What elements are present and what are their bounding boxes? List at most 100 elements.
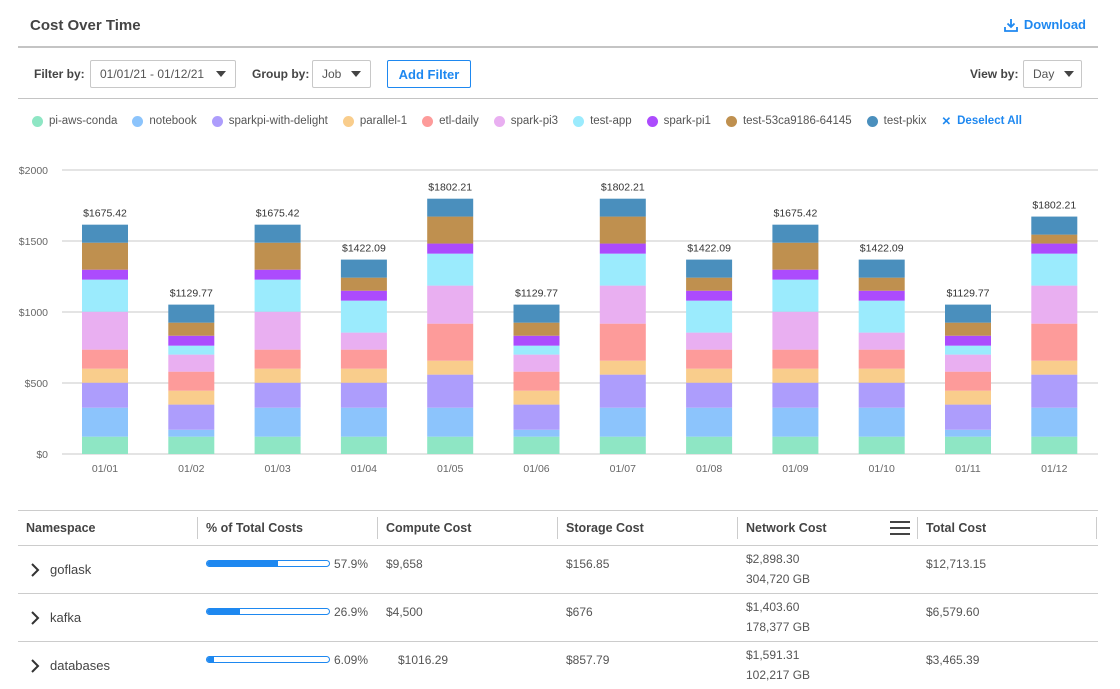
bar-segment-test-app <box>254 279 301 312</box>
bar-segment-test-app <box>82 279 128 312</box>
total-cost: $3,465.39 <box>926 653 980 667</box>
legend-item[interactable]: sparkpi-with-delight <box>211 115 328 127</box>
date-range-select[interactable]: 01/01/21 - 01/12/21 <box>90 60 236 88</box>
bar-segment-notebook <box>168 429 215 437</box>
bar-segment-etl-daily <box>945 371 991 391</box>
legend-item[interactable]: notebook <box>132 115 197 127</box>
legend-item[interactable]: pi-aws-conda <box>32 115 117 127</box>
x-tick-label: 01/04 <box>351 463 377 475</box>
compute-cost: $4,500 <box>386 605 423 619</box>
bar-segment-etl-daily <box>858 349 905 369</box>
y-tick-label: $1500 <box>19 236 48 248</box>
table-row[interactable]: databases 6.09% $1016.29 $857.79 $1,591.… <box>18 641 1098 689</box>
namespace-name: kafka <box>50 610 82 625</box>
group-by-select[interactable]: Job <box>312 60 371 88</box>
column-header[interactable]: % of Total Costs <box>206 520 303 535</box>
bar-segment-notebook <box>254 407 301 437</box>
legend-item[interactable]: spark-pi1 <box>646 115 711 127</box>
chevron-right-icon[interactable] <box>30 659 40 673</box>
bar-segment-spark-pi3 <box>168 354 215 372</box>
table-row[interactable]: kafka 26.9% $4,500 $676 $1,403.60 178,37… <box>18 593 1098 641</box>
network-cost: $2,898.30 <box>746 552 800 566</box>
bar-segment-spark-pi1 <box>340 290 387 301</box>
bar-segment-notebook <box>82 407 128 437</box>
chevron-right-icon[interactable] <box>30 563 40 577</box>
chevron-right-icon[interactable] <box>30 611 40 625</box>
bar-segment-sparkpi-with-delight <box>168 404 215 430</box>
bar-segment-pi-aws-conda <box>340 436 387 454</box>
legend-item[interactable]: test-53ca9186-64145 <box>725 115 852 127</box>
bar-segment-test-app <box>599 253 646 286</box>
x-tick-label: 01/02 <box>178 463 204 475</box>
bar-segment-sparkpi-with-delight <box>945 404 991 430</box>
download-button[interactable]: Download <box>1003 17 1086 32</box>
bar-segment-spark-pi3 <box>340 332 387 350</box>
x-tick-label: 01/11 <box>955 463 981 475</box>
legend-label: notebook <box>149 115 197 127</box>
legend-item[interactable]: spark-pi3 <box>493 115 559 127</box>
table-row[interactable]: goflask 57.9% $9,658 $156.85 $2,898.30 3… <box>18 545 1098 593</box>
bar-segment-spark-pi3 <box>945 354 991 372</box>
y-tick-label: $2000 <box>19 165 48 177</box>
filter-by-label: Filter by: <box>34 67 85 81</box>
bar-segment-test-53ca9186-64145 <box>427 216 474 244</box>
column-header[interactable]: Storage Cost <box>566 520 644 535</box>
bar-segment-spark-pi1 <box>1031 243 1078 254</box>
caret-down-icon <box>351 71 362 77</box>
column-header[interactable]: Network Cost <box>746 520 827 535</box>
x-tick-label: 01/09 <box>782 463 808 475</box>
percent-label: 26.9% <box>334 605 369 619</box>
bar-segment-spark-pi1 <box>858 290 905 301</box>
network-cost: $1,591.31 <box>746 648 800 662</box>
x-tick-label: 01/06 <box>523 463 549 475</box>
bar-segment-test-app <box>340 300 387 333</box>
compute-cost: $1016.29 <box>398 653 449 667</box>
percent-label: 57.9% <box>334 557 369 571</box>
compute-cost: $9,658 <box>386 557 423 571</box>
bar-segment-test-53ca9186-64145 <box>340 277 387 291</box>
column-header[interactable]: Namespace <box>26 520 96 535</box>
legend-item[interactable]: test-pkix <box>866 115 926 127</box>
bar-segment-test-pkix <box>945 304 991 323</box>
bar-segment-notebook <box>686 407 733 437</box>
deselect-all-button[interactable]: ✕ Deselect All <box>941 114 1021 128</box>
legend-item[interactable]: test-app <box>573 115 632 127</box>
add-filter-button[interactable]: Add Filter <box>387 60 471 88</box>
bar-segment-etl-daily <box>168 371 215 391</box>
bar-segment-pi-aws-conda <box>945 436 991 454</box>
legend-item[interactable]: parallel-1 <box>342 115 407 127</box>
bar-segment-test-pkix <box>686 259 733 278</box>
legend-label: spark-pi3 <box>510 115 559 127</box>
bar-segment-spark-pi3 <box>686 332 733 350</box>
bar-segment-notebook <box>513 429 560 437</box>
bar-segment-test-53ca9186-64145 <box>254 242 301 270</box>
bar-segment-test-53ca9186-64145 <box>945 322 991 336</box>
bar-segment-test-pkix <box>168 304 215 323</box>
bar-segment-sparkpi-with-delight <box>82 382 128 408</box>
bar-segment-pi-aws-conda <box>513 436 560 454</box>
bar-segment-parallel-1 <box>599 360 646 375</box>
column-header[interactable]: Compute Cost <box>386 520 472 535</box>
column-menu-icon[interactable] <box>890 520 910 541</box>
bar-segment-parallel-1 <box>254 368 301 383</box>
bar-segment-etl-daily <box>340 349 387 369</box>
column-header[interactable]: Total Cost <box>926 520 987 535</box>
legend-item[interactable]: etl-daily <box>422 115 479 127</box>
namespace-name: goflask <box>50 562 92 577</box>
bar-segment-test-pkix <box>513 304 560 323</box>
percent-label: 6.09% <box>334 653 369 667</box>
bar-segment-test-pkix <box>772 224 819 243</box>
network-gb: 178,377 GB <box>746 620 811 634</box>
column-divider <box>737 517 738 539</box>
view-by-select[interactable]: Day <box>1023 60 1082 88</box>
legend-label: sparkpi-with-delight <box>228 115 328 127</box>
bar-segment-notebook <box>599 407 646 437</box>
legend-label: test-app <box>590 115 632 127</box>
bar-segment-spark-pi1 <box>254 269 301 280</box>
bar-segment-test-app <box>858 300 905 333</box>
total-cost: $6,579.60 <box>926 605 980 619</box>
legend-dot-icon <box>725 115 737 127</box>
bar-segment-test-app <box>1031 253 1078 286</box>
bar-segment-spark-pi3 <box>427 285 474 324</box>
row-divider <box>18 641 1098 642</box>
